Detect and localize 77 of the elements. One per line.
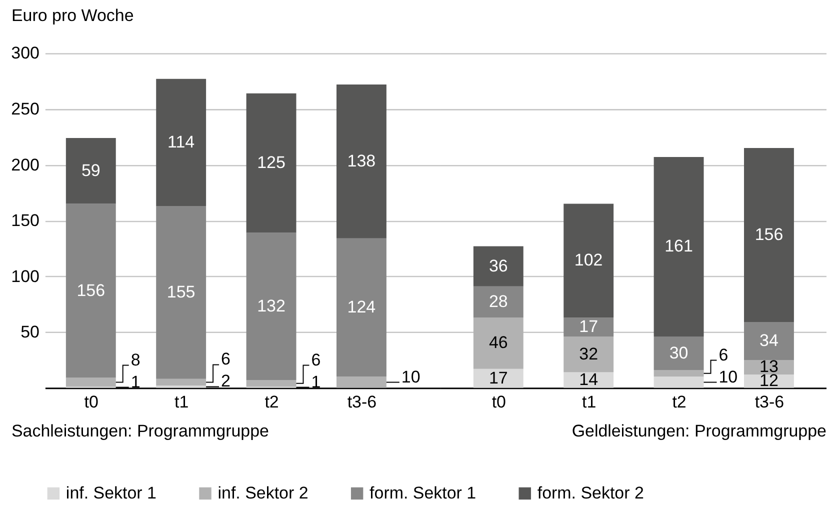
- data-label: 28: [488, 292, 508, 311]
- data-label: 1: [130, 372, 140, 392]
- bar: [156, 78, 206, 206]
- y-tick-label: 150: [11, 211, 40, 230]
- data-label: 6: [311, 350, 321, 370]
- x-tick-label: t1: [582, 392, 596, 412]
- x-tick-label: t2: [264, 392, 279, 412]
- legend-label: form. Sektor 1: [370, 483, 476, 502]
- data-label: 138: [347, 151, 376, 170]
- bar: [66, 378, 116, 387]
- x-axis-title: Geldleistungen: Programmgruppe: [572, 421, 827, 440]
- bar: [744, 322, 794, 360]
- data-label: 34: [760, 330, 778, 350]
- bar: [654, 370, 704, 377]
- bar: [66, 138, 116, 204]
- data-label: 10: [401, 367, 420, 386]
- data-label: 132: [257, 296, 286, 316]
- bar: [564, 204, 614, 318]
- bar: [654, 376, 704, 388]
- bar: [156, 378, 206, 386]
- bar: [336, 376, 386, 388]
- data-label: 2: [221, 372, 230, 391]
- bar: [564, 336, 614, 372]
- bar: [336, 84, 386, 238]
- x-tick-label: t1: [174, 392, 189, 412]
- data-label: 102: [574, 250, 603, 270]
- legend-label: inf. Sektor 1: [66, 483, 156, 502]
- y-tick-label: 300: [11, 44, 40, 63]
- data-label: 6: [221, 350, 230, 369]
- x-tick-label: t2: [672, 392, 686, 412]
- data-label: 125: [257, 153, 286, 172]
- y-tick-label: 250: [11, 100, 40, 118]
- bar: [654, 336, 704, 370]
- data-label: 36: [488, 256, 508, 276]
- bar: [156, 206, 206, 379]
- data-label: 1: [311, 372, 321, 392]
- data-label: 14: [579, 370, 598, 390]
- data-label: 156: [76, 280, 106, 300]
- x-tick-label: t0: [84, 392, 98, 412]
- data-label: 32: [579, 344, 598, 364]
- data-label: 17: [579, 317, 598, 336]
- bar: [66, 204, 116, 378]
- bar: [246, 232, 296, 380]
- bar: [473, 246, 524, 286]
- bar: [246, 93, 296, 233]
- data-label: 10: [718, 367, 738, 386]
- data-label: 30: [669, 343, 688, 362]
- x-tick-label: t0: [492, 392, 506, 412]
- data-label: 124: [347, 298, 376, 317]
- data-label: 59: [81, 160, 100, 180]
- bar: [473, 318, 524, 369]
- bar: [473, 368, 524, 388]
- bar: [564, 318, 614, 337]
- data-label: 17: [488, 368, 508, 388]
- bar: [744, 148, 794, 322]
- data-label: 156: [754, 225, 784, 244]
- data-label: 12: [760, 371, 778, 390]
- y-tick-label: 50: [20, 322, 40, 342]
- bar: [564, 372, 614, 388]
- y-tick-label: 200: [11, 155, 40, 174]
- data-label: 6: [718, 345, 728, 364]
- y-axis-title: Euro pro Woche: [11, 6, 134, 25]
- data-label: 8: [130, 350, 140, 370]
- bar: [473, 286, 524, 318]
- legend-label: inf. Sektor 2: [218, 483, 308, 502]
- bar: [336, 238, 386, 377]
- data-label: 114: [168, 132, 195, 152]
- data-label: 161: [664, 236, 693, 256]
- x-axis-title: Sachleistungen: Programmgruppe: [11, 421, 269, 440]
- x-tick-label: t3-6: [754, 392, 784, 412]
- legend-label: form. Sektor 2: [537, 483, 644, 502]
- y-tick-label: 100: [11, 266, 40, 286]
- bar: [246, 380, 296, 387]
- x-tick-label: t3-6: [347, 392, 377, 412]
- data-label: 155: [166, 282, 196, 302]
- data-label: 46: [488, 333, 508, 352]
- bar: [654, 156, 704, 337]
